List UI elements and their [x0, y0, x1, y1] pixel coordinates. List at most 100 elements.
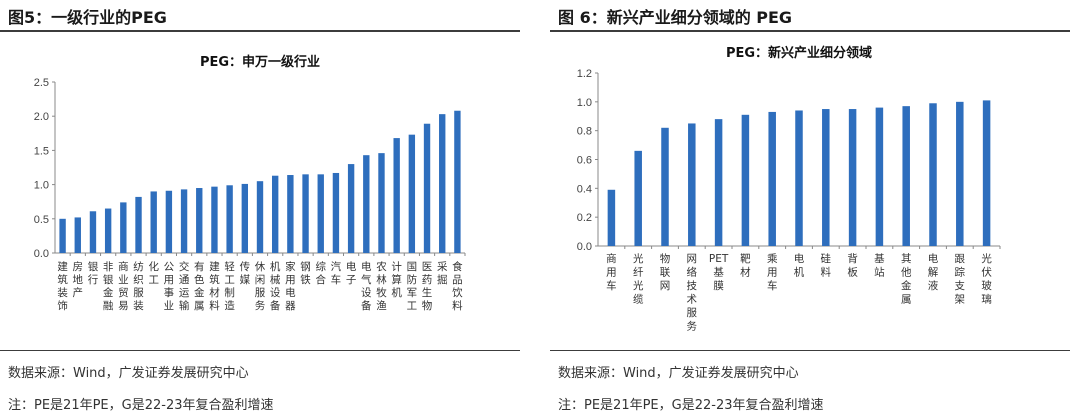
bar	[150, 191, 157, 253]
y-tick-label: 2.0	[34, 111, 49, 123]
bar	[688, 123, 696, 246]
bar	[332, 172, 340, 253]
y-tick-label: 1.0	[34, 180, 49, 192]
peg-industry-bar-chart: PEG：申万一级行业 0.0 0.5 1.0 1.5 2.0 2.5 建筑装饰房地产银行非银金…	[34, 54, 466, 312]
chart-title: PEG：申万一级行业	[200, 54, 320, 70]
category-label: 轻工制造	[224, 260, 235, 312]
data-source-note: 数据来源：Wind，广发证券发展研究中心	[8, 366, 249, 381]
data-source-note: 数据来源：Wind，广发证券发展研究中心	[558, 366, 799, 381]
category-label: 电解液	[928, 252, 939, 292]
y-tick-label: 0.8	[577, 126, 592, 138]
category-label: 农林牧渔	[376, 260, 387, 312]
y-tick-label: 1.0	[577, 97, 592, 109]
category-label: 采掘	[437, 261, 448, 286]
bar	[271, 175, 279, 253]
bar	[59, 218, 66, 253]
category-label: 机械设备	[270, 260, 281, 312]
bar	[439, 114, 446, 253]
category-label: 食品饮料	[452, 260, 463, 312]
category-label: 银行	[88, 260, 99, 286]
category-label: 非银金融	[103, 261, 114, 312]
bar	[135, 196, 142, 253]
bar	[822, 109, 830, 247]
category-label: 电气设备	[361, 260, 372, 312]
bar	[211, 186, 218, 253]
bar	[256, 181, 264, 253]
footer-divider	[0, 350, 520, 351]
bar	[634, 150, 642, 246]
category-label: 有色金属	[194, 260, 205, 312]
category-label: 物联网	[660, 252, 671, 292]
bar	[241, 183, 249, 253]
bar	[74, 217, 81, 253]
category-label: 休闲服务	[255, 261, 266, 312]
category-label: 医药生物	[422, 261, 433, 312]
category-label: 光纤光缆	[633, 252, 644, 306]
category-label: 综合	[315, 260, 326, 286]
title-divider	[550, 30, 1070, 32]
category-label: 化工	[148, 260, 159, 286]
category-label: 计算机	[391, 260, 402, 299]
y-tick-label: 1.2	[577, 68, 592, 80]
category-label: 传媒	[240, 261, 251, 286]
bar	[929, 103, 937, 247]
footnote: 注：PE是21年PE，G是22-23年复合盈利增速	[8, 398, 274, 413]
bar	[196, 188, 203, 253]
bar	[875, 107, 884, 246]
bar	[226, 185, 233, 253]
bar	[180, 189, 188, 253]
bar	[393, 138, 400, 253]
footnote: 注：PE是21年PE，G是22-23年复合盈利增速	[558, 398, 824, 413]
category-label: 国防军工	[407, 261, 418, 312]
y-tick-label: 0.5	[34, 214, 49, 226]
bar	[287, 175, 294, 253]
category-label: 商业贸易	[118, 260, 129, 312]
category-label: 硅料	[821, 252, 832, 279]
category-label: 其他金属	[901, 253, 912, 306]
bar	[982, 100, 991, 246]
peg-emerging-sector-bar-chart: PEG：新兴产业细分领域 0.0 0.2 0.4 0.6 0.8 1.0 1.2 商用车 光纤光缆…	[577, 45, 1001, 333]
y-tick-label: 0.2	[577, 212, 592, 224]
category-label: 钢铁	[300, 260, 311, 286]
bar	[423, 123, 431, 253]
category-label: 跟踪支架	[955, 253, 966, 306]
right-figure-panel: 图 6：新兴产业细分领域的 PEG PEG：新兴产业细分领域 0.0 0.2 0.4 0…	[550, 0, 1080, 417]
bar	[741, 114, 750, 246]
category-label: 光伏玻璃	[981, 252, 992, 306]
footer-divider	[550, 350, 1070, 351]
bar	[607, 189, 616, 246]
title-divider	[0, 30, 520, 32]
bar	[378, 153, 385, 253]
category-label: 电机	[794, 252, 805, 279]
y-tick-label: 0.6	[577, 155, 592, 167]
y-tick-label: 2.5	[34, 77, 49, 89]
bar	[454, 110, 461, 253]
bar	[363, 155, 370, 253]
bar	[661, 127, 669, 246]
category-label: 建筑装饰	[57, 260, 68, 312]
bar	[317, 174, 324, 253]
y-tick-label: 0.0	[577, 241, 592, 253]
category-label: 电子	[346, 260, 357, 286]
bar	[347, 164, 355, 253]
category-label: 商用车	[606, 252, 617, 292]
category-label: 交通运输	[179, 260, 190, 312]
bar	[848, 109, 857, 247]
bar	[714, 119, 723, 246]
figure-title: 图5：一级行业的PEG	[8, 8, 167, 27]
figure-title: 图 6：新兴产业细分领域的 PEG	[558, 8, 793, 27]
category-label: 纺织服装	[133, 260, 144, 312]
y-tick-label: 0.4	[577, 183, 592, 195]
category-label: 乘用车	[767, 253, 778, 292]
category-label: 房地产	[73, 260, 84, 299]
bar	[89, 211, 97, 253]
category-label: 靶材	[740, 252, 751, 279]
category-label: 汽车	[331, 260, 342, 286]
category-label: 建筑材料	[209, 260, 220, 312]
category-label: 家用电器	[285, 260, 296, 312]
y-tick-label: 1.5	[34, 145, 49, 157]
category-label: 公用事业	[164, 261, 175, 312]
bar	[408, 134, 416, 253]
category-label: 网络技术服务	[687, 253, 698, 333]
bar	[302, 174, 309, 253]
